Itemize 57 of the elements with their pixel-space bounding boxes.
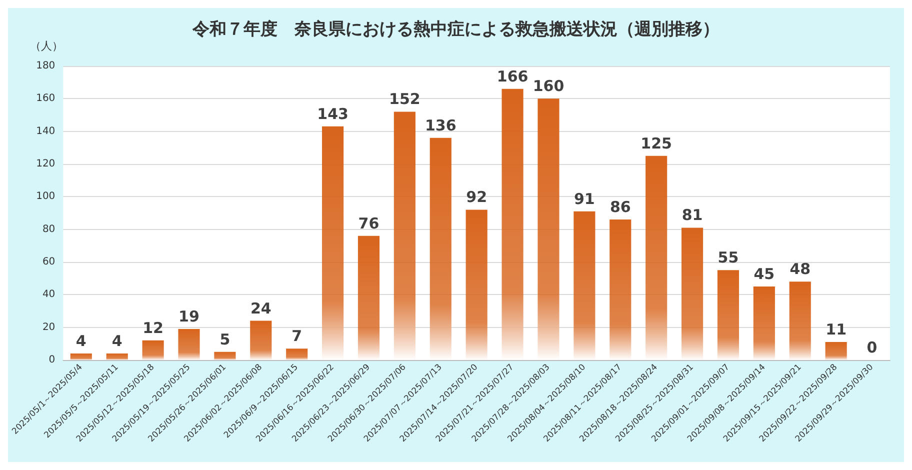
- bar: [250, 320, 272, 360]
- bar: [753, 286, 775, 360]
- data-label: 143: [317, 104, 348, 123]
- bar: [214, 352, 236, 360]
- data-label: 12: [142, 318, 164, 337]
- data-label: 81: [682, 206, 703, 224]
- bar: [789, 282, 811, 360]
- bar: [646, 156, 668, 360]
- bar: [466, 210, 488, 360]
- data-label: 45: [754, 265, 775, 283]
- y-axis-title: （人）: [30, 40, 64, 52]
- y-tick-label: 60: [42, 256, 56, 268]
- data-label: 76: [358, 214, 380, 232]
- y-tick-label: 40: [42, 289, 56, 300]
- data-label: 0: [866, 338, 878, 356]
- bar: [178, 328, 200, 360]
- bar: [681, 228, 704, 360]
- data-label: 4: [76, 332, 86, 350]
- y-tick-label: 80: [42, 224, 56, 235]
- bar: [70, 353, 92, 360]
- y-tick-label: 160: [36, 93, 56, 104]
- data-label: 5: [220, 330, 230, 348]
- bar: [106, 353, 128, 360]
- bar: [322, 126, 344, 360]
- y-tick-label: 20: [42, 322, 56, 333]
- data-label: 92: [466, 188, 488, 206]
- chart-title: 令和７年度 奈良県における熱中症による救急搬送状況（週別推移）: [192, 20, 720, 40]
- bar: [358, 236, 380, 360]
- y-tick-label: 0: [48, 354, 56, 366]
- y-tick-label: 140: [36, 126, 56, 137]
- y-tick-label: 180: [36, 60, 56, 72]
- y-tick-label: 120: [36, 158, 56, 170]
- data-label: 160: [532, 77, 564, 96]
- y-tick-label: 100: [36, 191, 56, 202]
- bar: [825, 342, 847, 360]
- bar: [286, 348, 308, 360]
- data-label: 91: [574, 190, 595, 208]
- bar: [717, 270, 740, 360]
- data-label: 19: [178, 307, 200, 326]
- data-label: 152: [389, 90, 420, 108]
- bar: [538, 98, 560, 360]
- bar: [574, 211, 596, 360]
- data-label: 4: [112, 332, 122, 350]
- data-label: 11: [826, 320, 847, 339]
- bar: [502, 88, 524, 360]
- bar: [142, 340, 164, 360]
- data-label: 86: [610, 198, 631, 216]
- data-label: 7: [292, 327, 302, 346]
- bar: [610, 220, 632, 360]
- bar: [394, 112, 416, 360]
- data-label: 24: [250, 299, 272, 318]
- data-label: 48: [790, 260, 811, 278]
- bar: [430, 138, 452, 360]
- data-label: 166: [496, 67, 528, 86]
- data-label: 125: [640, 134, 672, 152]
- data-label: 136: [424, 116, 456, 134]
- data-label: 55: [718, 248, 739, 267]
